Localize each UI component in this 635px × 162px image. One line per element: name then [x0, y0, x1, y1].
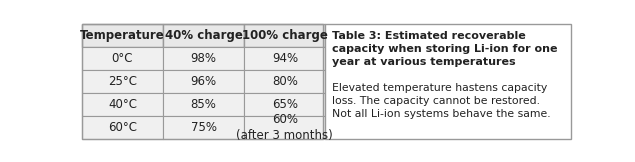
Text: 75%: 75%: [190, 121, 217, 134]
Text: 40°C: 40°C: [108, 98, 137, 111]
Bar: [82, 93, 163, 116]
Bar: [82, 24, 323, 139]
Bar: [163, 47, 244, 70]
Bar: [163, 116, 244, 139]
Bar: [82, 70, 163, 93]
Text: Temperature: Temperature: [80, 29, 165, 42]
Text: 98%: 98%: [190, 52, 217, 65]
Bar: [244, 24, 325, 47]
Text: 100% charge: 100% charge: [242, 29, 328, 42]
Bar: [82, 47, 163, 70]
Bar: [325, 24, 570, 139]
Text: 85%: 85%: [190, 98, 217, 111]
Text: 96%: 96%: [190, 75, 217, 88]
Text: 60°C: 60°C: [108, 121, 137, 134]
Bar: [163, 93, 244, 116]
Text: 60%
(after 3 months): 60% (after 3 months): [236, 113, 333, 142]
Text: 80%: 80%: [272, 75, 298, 88]
Bar: [82, 24, 163, 47]
Bar: [244, 47, 325, 70]
Text: 0°C: 0°C: [112, 52, 133, 65]
Text: 65%: 65%: [272, 98, 298, 111]
Bar: [82, 116, 163, 139]
Text: Elevated temperature hastens capacity
loss. The capacity cannot be restored.
Not: Elevated temperature hastens capacity lo…: [332, 83, 551, 119]
Bar: [163, 24, 244, 47]
Text: Table 3: Estimated recoverable
capacity when storing Li-ion for one
year at vari: Table 3: Estimated recoverable capacity …: [332, 31, 558, 67]
Text: 25°C: 25°C: [108, 75, 137, 88]
Bar: [244, 70, 325, 93]
Bar: [163, 70, 244, 93]
Bar: [244, 93, 325, 116]
Text: 40% charge: 40% charge: [164, 29, 243, 42]
Text: 94%: 94%: [272, 52, 298, 65]
Bar: [244, 116, 325, 139]
